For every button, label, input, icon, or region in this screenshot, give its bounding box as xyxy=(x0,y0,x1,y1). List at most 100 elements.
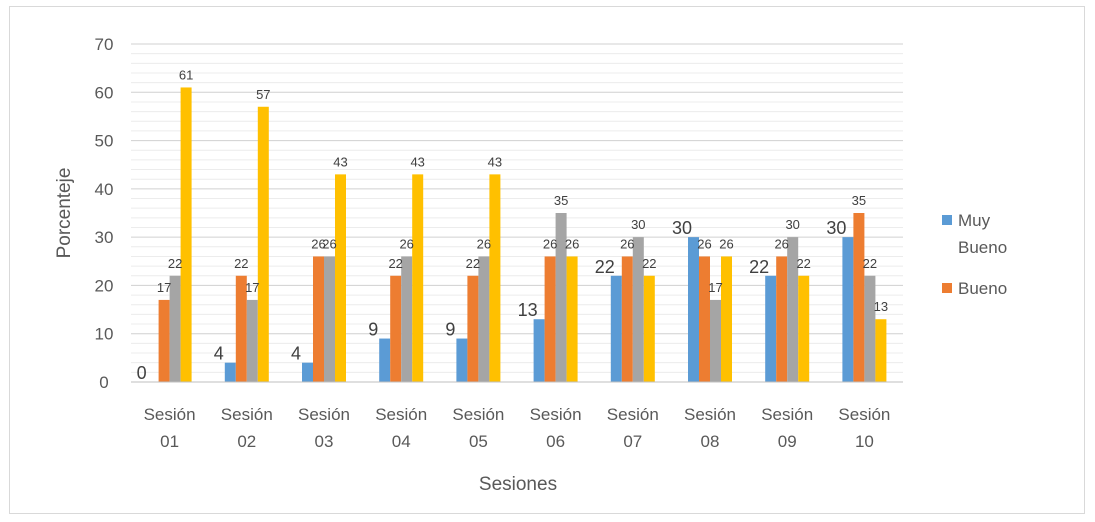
bar xyxy=(478,256,490,382)
bar xyxy=(864,275,876,382)
bar xyxy=(379,338,391,382)
bar xyxy=(390,275,402,382)
bar xyxy=(533,319,545,382)
x-tick-label: Sesión xyxy=(144,405,196,424)
data-label: 22 xyxy=(749,257,769,277)
bars xyxy=(158,87,887,383)
bar xyxy=(335,174,346,382)
x-tick-label: Sesión xyxy=(221,405,273,424)
bar xyxy=(401,256,413,382)
bar xyxy=(456,338,468,382)
data-label: 30 xyxy=(672,218,692,238)
bar xyxy=(688,237,699,382)
bar xyxy=(776,256,788,382)
data-label: 26 xyxy=(774,236,788,251)
data-label: 26 xyxy=(719,236,733,251)
data-label: 22 xyxy=(595,257,615,277)
bar xyxy=(721,256,732,382)
data-label: 61 xyxy=(179,67,193,82)
data-label: 22 xyxy=(234,256,248,271)
bar xyxy=(246,299,258,382)
bar xyxy=(324,256,335,382)
data-label: 9 xyxy=(445,320,455,340)
x-axis: Sesión 01 Sesión 02 Sesión 03 Sesión 04 Sesión 05… xyxy=(131,381,903,451)
x-tick-label: 08 xyxy=(701,432,720,451)
data-label: 43 xyxy=(333,154,347,169)
data-label: 17 xyxy=(245,280,259,295)
x-tick-label: 02 xyxy=(237,432,256,451)
bar xyxy=(610,275,622,382)
bar xyxy=(302,362,313,382)
data-label: 26 xyxy=(697,236,711,251)
data-label: 26 xyxy=(322,236,336,251)
x-tick-label: 05 xyxy=(469,432,488,451)
bar xyxy=(853,213,865,382)
data-label: 43 xyxy=(488,154,502,169)
data-label: 9 xyxy=(368,320,378,340)
bar xyxy=(632,237,644,382)
x-tick-label: Sesión xyxy=(607,405,659,424)
data-label: 22 xyxy=(642,256,656,271)
y-axis: 0 10 20 30 40 50 60 70 xyxy=(95,35,114,392)
bar xyxy=(787,237,799,382)
data-label: 30 xyxy=(785,217,799,232)
legend-label: Muy xyxy=(958,211,991,230)
data-label: 43 xyxy=(410,154,424,169)
y-tick-label: 30 xyxy=(95,228,114,247)
legend-label: Bueno xyxy=(958,238,1007,257)
bar xyxy=(544,256,556,382)
legend-swatch xyxy=(942,283,952,293)
x-tick-label: Sesión xyxy=(298,405,350,424)
y-tick-label: 40 xyxy=(95,180,114,199)
data-label: 57 xyxy=(256,87,270,102)
data-label: 0 xyxy=(137,363,147,383)
x-axis-title: Sesiones xyxy=(479,474,557,495)
bar xyxy=(710,299,721,382)
data-label: 4 xyxy=(214,344,224,364)
data-label: 22 xyxy=(388,256,402,271)
data-label: 35 xyxy=(852,193,866,208)
bar xyxy=(412,174,424,382)
data-label: 26 xyxy=(543,236,557,251)
bar xyxy=(489,174,501,382)
bar xyxy=(765,275,777,382)
y-tick-label: 0 xyxy=(99,373,108,392)
bar xyxy=(566,256,578,382)
data-label: 35 xyxy=(554,193,568,208)
data-label: 26 xyxy=(565,236,579,251)
bar xyxy=(169,275,181,382)
data-label: 22 xyxy=(863,256,877,271)
bar xyxy=(313,256,324,382)
legend-swatch xyxy=(942,215,952,225)
y-tick-label: 60 xyxy=(95,83,114,102)
x-tick-label: 04 xyxy=(392,432,411,451)
data-label: 26 xyxy=(477,236,491,251)
x-tick-label: 01 xyxy=(160,432,179,451)
bar xyxy=(224,362,236,382)
legend: Muy Bueno Bueno xyxy=(942,211,1007,298)
bar xyxy=(643,275,655,382)
x-tick-label: Sesión xyxy=(452,405,504,424)
bar xyxy=(842,237,854,382)
legend-label: Bueno xyxy=(958,279,1007,298)
bar xyxy=(621,256,633,382)
x-tick-label: 09 xyxy=(778,432,797,451)
x-tick-label: 06 xyxy=(546,432,565,451)
data-label: 22 xyxy=(466,256,480,271)
y-tick-label: 10 xyxy=(95,325,114,344)
x-tick-label: Sesión xyxy=(761,405,813,424)
data-label: 26 xyxy=(311,236,325,251)
x-tick-label: 10 xyxy=(855,432,874,451)
x-tick-label: Sesión xyxy=(838,405,890,424)
bar xyxy=(467,275,479,382)
data-label: 17 xyxy=(708,280,722,295)
x-tick-label: Sesión xyxy=(375,405,427,424)
data-label: 30 xyxy=(826,218,846,238)
bar xyxy=(699,256,710,382)
data-label: 26 xyxy=(399,236,413,251)
x-tick-label: 07 xyxy=(623,432,642,451)
y-tick-label: 20 xyxy=(95,276,114,295)
